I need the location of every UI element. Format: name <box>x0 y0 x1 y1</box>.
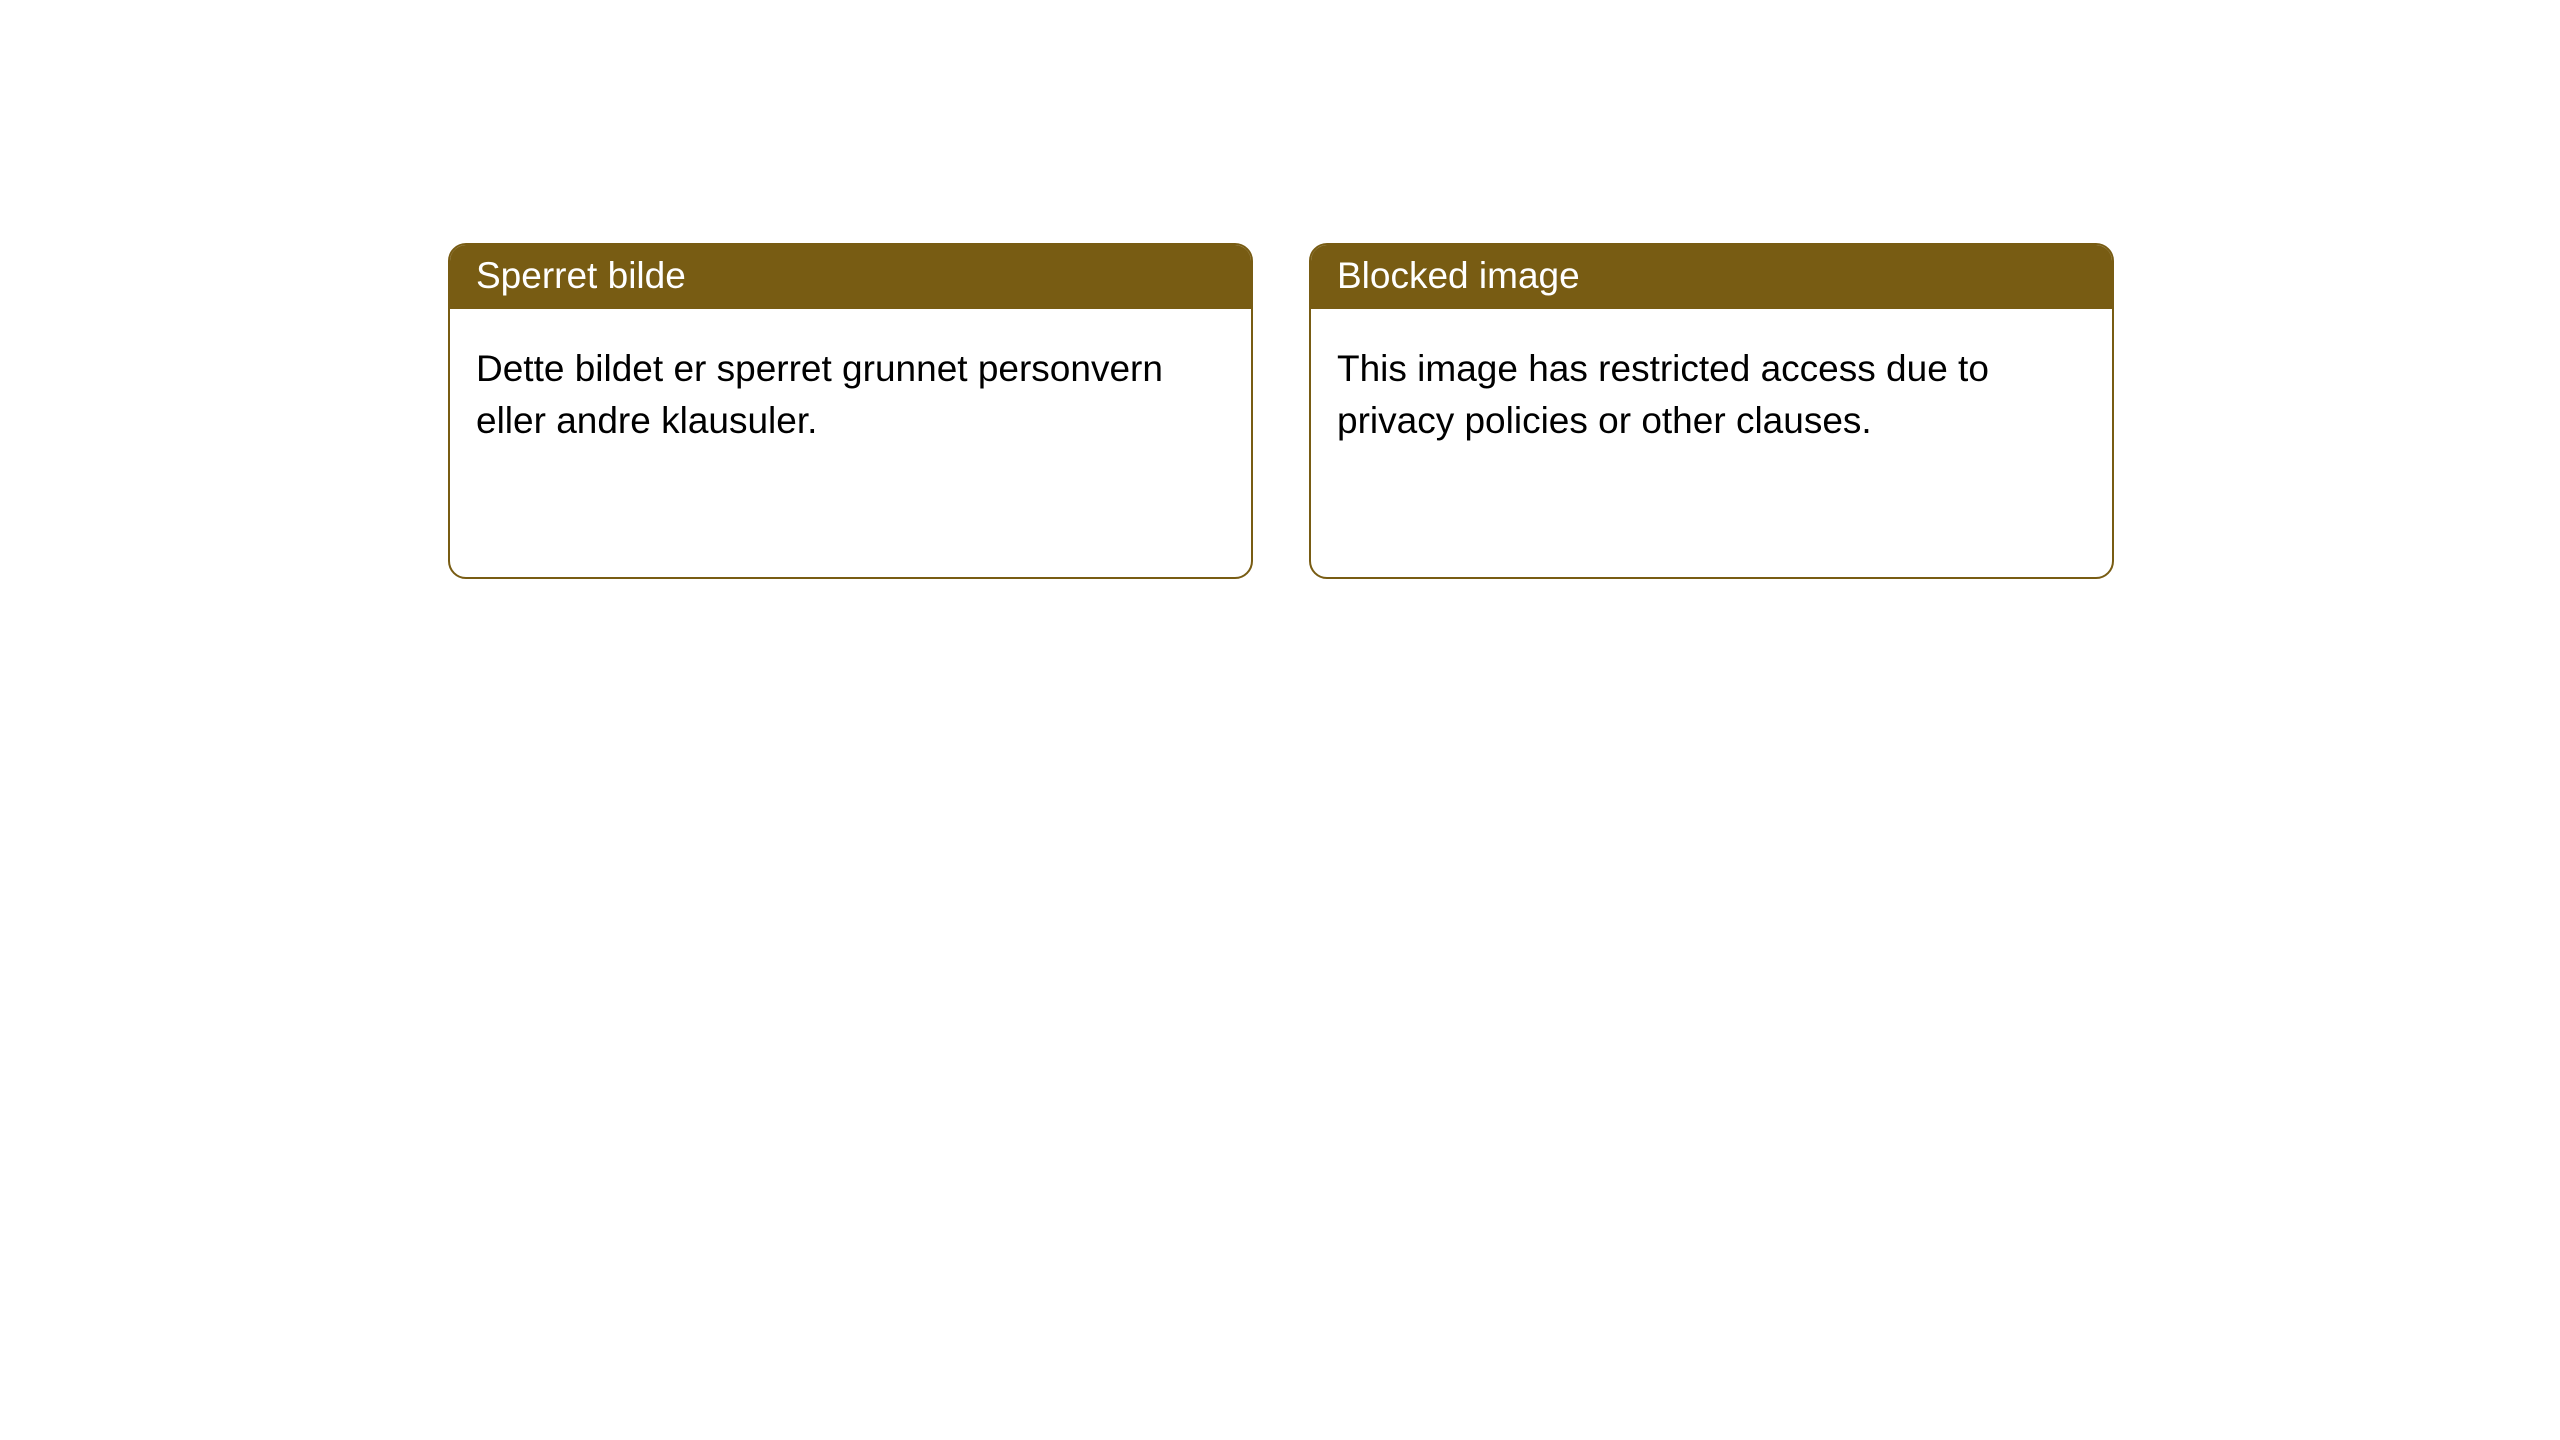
card-header: Sperret bilde <box>450 245 1251 309</box>
blocked-image-card-no: Sperret bilde Dette bildet er sperret gr… <box>448 243 1253 579</box>
card-body: This image has restricted access due to … <box>1311 309 2112 481</box>
blocked-image-card-en: Blocked image This image has restricted … <box>1309 243 2114 579</box>
card-header: Blocked image <box>1311 245 2112 309</box>
card-body: Dette bildet er sperret grunnet personve… <box>450 309 1251 481</box>
cards-container: Sperret bilde Dette bildet er sperret gr… <box>0 0 2560 579</box>
